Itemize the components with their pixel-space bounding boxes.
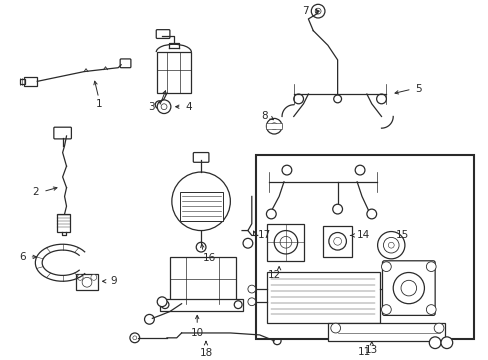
Circle shape [144, 314, 154, 324]
Bar [57, 214, 70, 231]
Bar [23, 77, 37, 86]
Circle shape [381, 305, 390, 314]
Circle shape [383, 237, 398, 253]
Circle shape [330, 323, 340, 333]
Circle shape [400, 280, 416, 296]
Circle shape [171, 172, 230, 230]
Text: 4: 4 [185, 102, 192, 112]
Bar [323, 226, 351, 257]
Circle shape [243, 238, 252, 248]
Circle shape [381, 262, 390, 271]
Circle shape [157, 100, 170, 113]
Circle shape [133, 336, 137, 340]
Text: 13: 13 [365, 345, 378, 355]
Circle shape [91, 274, 97, 280]
Text: 1: 1 [95, 99, 102, 109]
FancyBboxPatch shape [54, 127, 71, 139]
Circle shape [315, 8, 321, 14]
Bar [20, 80, 24, 84]
Circle shape [273, 337, 281, 345]
Text: 10: 10 [190, 328, 203, 338]
Circle shape [282, 165, 291, 175]
Circle shape [266, 209, 276, 219]
Circle shape [328, 233, 346, 250]
Circle shape [274, 230, 297, 254]
Text: 2: 2 [33, 186, 39, 197]
Circle shape [392, 273, 424, 304]
Circle shape [82, 277, 92, 287]
Circle shape [161, 301, 168, 309]
Text: 15: 15 [395, 230, 408, 240]
Circle shape [293, 94, 303, 104]
Circle shape [155, 101, 163, 109]
Bar [327, 323, 444, 341]
Text: 16: 16 [203, 253, 216, 263]
Bar [267, 273, 379, 323]
Text: 5: 5 [415, 84, 422, 94]
FancyBboxPatch shape [193, 153, 208, 162]
Bar [266, 123, 282, 129]
Text: 12: 12 [267, 270, 280, 280]
Bar [76, 274, 98, 290]
Text: 9: 9 [110, 276, 117, 286]
Circle shape [440, 337, 452, 348]
FancyBboxPatch shape [120, 59, 131, 68]
Circle shape [196, 242, 205, 252]
Text: 14: 14 [356, 230, 369, 240]
Text: 18: 18 [199, 348, 212, 357]
Circle shape [332, 204, 342, 214]
Circle shape [161, 104, 166, 110]
FancyBboxPatch shape [156, 30, 169, 39]
Text: 17: 17 [257, 230, 270, 240]
Bar [267, 224, 304, 261]
Circle shape [270, 123, 277, 130]
Circle shape [130, 333, 140, 343]
Circle shape [333, 237, 341, 245]
Circle shape [426, 262, 435, 271]
Circle shape [280, 237, 291, 248]
Bar [255, 156, 473, 339]
Text: 6: 6 [19, 252, 25, 262]
Circle shape [433, 323, 443, 333]
Circle shape [366, 209, 376, 219]
Bar [157, 52, 191, 93]
Text: 3: 3 [148, 102, 155, 112]
Text: 8: 8 [260, 112, 267, 121]
Circle shape [377, 231, 404, 259]
Text: 11: 11 [358, 347, 371, 357]
Circle shape [376, 94, 386, 104]
Circle shape [354, 165, 364, 175]
Bar [160, 299, 243, 311]
Circle shape [77, 274, 83, 280]
Circle shape [234, 301, 242, 309]
Circle shape [428, 337, 440, 348]
Circle shape [247, 298, 255, 306]
Text: 7: 7 [301, 6, 308, 16]
Bar [169, 257, 236, 304]
Circle shape [426, 305, 435, 314]
Circle shape [311, 4, 325, 18]
Circle shape [266, 118, 282, 134]
Circle shape [387, 242, 393, 248]
Circle shape [333, 95, 341, 103]
Circle shape [157, 297, 166, 307]
Bar [179, 192, 222, 221]
Circle shape [247, 285, 255, 293]
FancyBboxPatch shape [382, 261, 434, 315]
